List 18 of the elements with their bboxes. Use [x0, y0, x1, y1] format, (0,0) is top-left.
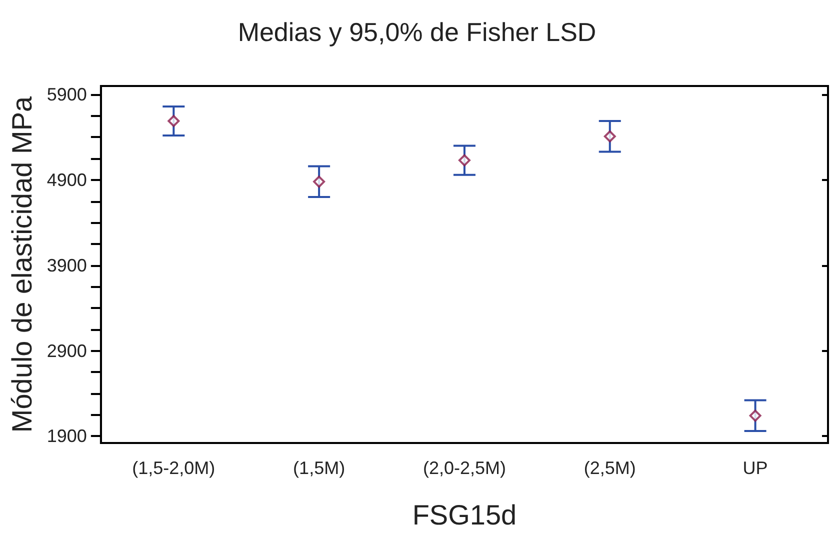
y-tick-label: 1900: [46, 426, 87, 446]
x-tick-label: (1,5M): [293, 458, 346, 478]
x-tick-label: (2,0-2,5M): [422, 458, 506, 478]
point: [313, 176, 326, 188]
point: [604, 130, 616, 142]
point: [168, 115, 180, 128]
y-tick-label: 5900: [46, 84, 87, 105]
point: [458, 154, 470, 166]
point: [749, 410, 762, 422]
y-tick-label: 4900: [46, 170, 87, 190]
y-tick-label: 3900: [46, 255, 87, 276]
chart-title: Medias y 95,0% de Fisher LSD: [238, 17, 596, 47]
y-tick-label: 2900: [46, 340, 87, 361]
y-axis-title: Módulo de elasticidad MPa: [6, 96, 38, 433]
x-tick-label: UP: [742, 458, 768, 478]
x-tick-label: (1,5-2,0M): [132, 458, 216, 478]
x-axis-title: FSG15d: [412, 500, 517, 530]
x-tick-label: (2,5M): [584, 458, 636, 478]
